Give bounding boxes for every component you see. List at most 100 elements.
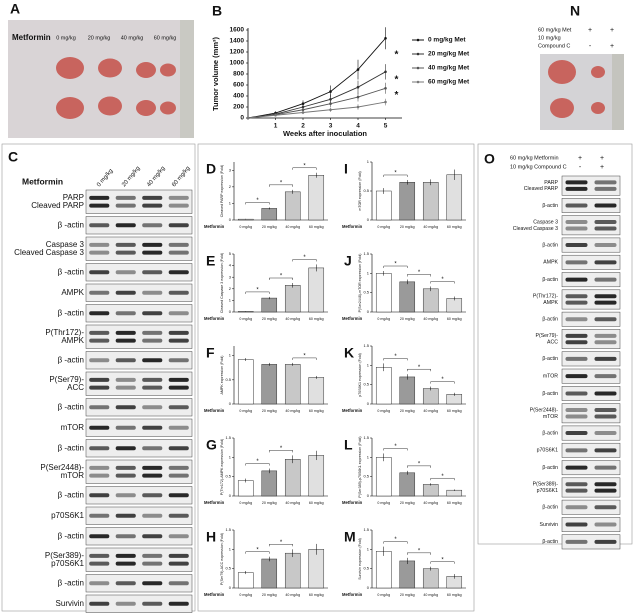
significance-mark: * bbox=[280, 274, 283, 280]
blot-band bbox=[115, 465, 136, 470]
x-tick-label: 40 mg/kg bbox=[285, 225, 300, 229]
blot-band bbox=[115, 270, 136, 275]
blot-band bbox=[594, 333, 617, 338]
blot-band bbox=[565, 317, 588, 322]
x-tick-label: 0 mg/kg bbox=[377, 501, 390, 505]
blot-strip bbox=[85, 547, 193, 572]
blot-band bbox=[594, 300, 617, 305]
blot-band bbox=[594, 488, 617, 493]
panel-letter: I bbox=[344, 161, 348, 177]
x-tick-label: 0 mg/kg bbox=[239, 409, 252, 413]
blot-strip bbox=[85, 351, 193, 370]
tumor bbox=[56, 97, 84, 119]
blot-band bbox=[565, 180, 588, 185]
blot-band bbox=[89, 513, 110, 518]
blot-band bbox=[168, 242, 189, 247]
dose-label: 60 mg/kg bbox=[154, 35, 177, 41]
significance-bracket bbox=[245, 463, 270, 466]
blot-label: β -actin bbox=[58, 578, 84, 587]
point bbox=[356, 68, 360, 71]
tumor bbox=[591, 102, 605, 114]
significance-bracket bbox=[430, 281, 455, 284]
significance-mark: * bbox=[394, 262, 397, 268]
y-axis-label: P(Thr172)-AMPK expression (Fold) bbox=[220, 439, 224, 495]
blot-band bbox=[565, 465, 588, 470]
blot-band bbox=[115, 493, 136, 498]
significance-bracket bbox=[245, 291, 270, 294]
blot-label: Cleaved PARP bbox=[524, 186, 559, 192]
x-axis-label: Metformin bbox=[342, 224, 363, 229]
bar bbox=[261, 558, 278, 589]
blot-label: β -actin bbox=[58, 443, 84, 452]
blot-band bbox=[565, 356, 588, 361]
blot-label: β-actin bbox=[542, 465, 558, 471]
blot-band bbox=[142, 270, 163, 275]
point bbox=[384, 87, 387, 90]
blot-strip bbox=[85, 418, 193, 437]
significance-bracket bbox=[383, 358, 408, 361]
blot-band bbox=[168, 311, 189, 316]
blot-band bbox=[168, 377, 189, 382]
blot-band bbox=[89, 385, 110, 390]
y-tick-label: 200 bbox=[233, 104, 244, 111]
significance-bracket bbox=[269, 184, 293, 187]
blot-label: β -actin bbox=[58, 355, 84, 364]
blot-band bbox=[142, 534, 163, 539]
x-tick-label: 60 mg/kg bbox=[309, 501, 324, 505]
blot-band bbox=[89, 425, 110, 430]
y-tick-label: 1 bbox=[367, 159, 370, 164]
x-tick-label: 40 mg/kg bbox=[423, 593, 438, 597]
treatment-label: 60 mg/kg Metformin bbox=[510, 155, 559, 161]
bar bbox=[237, 480, 254, 497]
blot-label: P(Ser389)- bbox=[45, 551, 84, 560]
dose-label: 40 mg/kg bbox=[121, 35, 144, 41]
x-tick-label: 0 mg/kg bbox=[377, 409, 390, 413]
x-tick-label: 0 mg/kg bbox=[239, 593, 252, 597]
x-tick-label: 0 mg/kg bbox=[377, 593, 390, 597]
blot-strip bbox=[561, 175, 621, 196]
blot-band bbox=[89, 561, 110, 566]
y-tick-label: 2 bbox=[229, 286, 232, 291]
blot-strip bbox=[561, 403, 621, 424]
blot-band bbox=[142, 405, 163, 410]
y-tick-label: 1 bbox=[367, 454, 370, 459]
blot-band bbox=[115, 203, 136, 208]
y-tick-label: 400 bbox=[233, 93, 244, 100]
y-tick-label: 0 bbox=[367, 585, 370, 590]
bar bbox=[284, 364, 301, 405]
blot-band bbox=[142, 338, 163, 343]
tumor bbox=[98, 96, 122, 116]
treatment-sign: + bbox=[588, 27, 592, 34]
legend-label: 60 mg/kg Met bbox=[428, 79, 470, 86]
x-tick-label: 40 mg/kg bbox=[423, 317, 438, 321]
blot-label: Cleaved Caspase 3 bbox=[14, 248, 84, 257]
blot-band bbox=[168, 290, 189, 295]
bar bbox=[261, 297, 278, 313]
blot-band bbox=[594, 180, 617, 185]
y-tick-label: 0.5 bbox=[363, 566, 369, 571]
blot-label: AMPK bbox=[543, 260, 558, 266]
bar bbox=[308, 549, 325, 589]
bar bbox=[375, 551, 392, 589]
blot-band bbox=[89, 195, 110, 200]
blot-band bbox=[168, 513, 189, 518]
blot-band bbox=[89, 203, 110, 208]
x-axis-label: Metformin bbox=[342, 316, 363, 321]
blot-strip bbox=[561, 289, 621, 310]
x-tick-label: 60 mg/kg bbox=[309, 593, 324, 597]
x-tick-label: 60 mg/kg bbox=[309, 225, 324, 229]
y-tick-label: 1.5 bbox=[363, 251, 369, 256]
y-tick-label: 1 bbox=[229, 297, 232, 302]
blot-label: p70S6K1 bbox=[51, 511, 84, 520]
bars-frame bbox=[197, 143, 475, 612]
x-tick-label: 0 mg/kg bbox=[239, 317, 252, 321]
blot-band bbox=[168, 581, 189, 586]
blot-band bbox=[594, 294, 617, 299]
significance-mark: * bbox=[303, 255, 306, 261]
y-tick-label: 1600 bbox=[230, 27, 245, 34]
blot-band bbox=[168, 493, 189, 498]
blot-band bbox=[115, 473, 136, 478]
panel-letter: K bbox=[344, 345, 354, 361]
y-tick-label: 1.5 bbox=[363, 435, 369, 440]
x-tick-label: 0 mg/kg bbox=[239, 225, 252, 229]
